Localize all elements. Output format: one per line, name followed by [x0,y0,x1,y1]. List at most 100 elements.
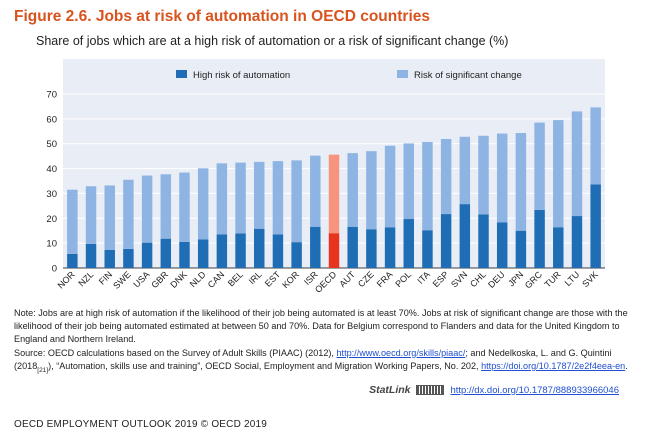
bar-significant-change-nld [197,168,209,240]
figure-note: Note: Jobs are at high risk of automatio… [14,307,644,377]
bar-high-risk-jpn [515,230,527,268]
bar-significant-change-cze [366,151,377,230]
bar-significant-change-usa [141,175,153,243]
y-tick-label: 60 [46,114,57,125]
bar-high-risk-ita [422,230,433,268]
bar-significant-change-can [216,163,228,235]
bars [67,107,601,268]
bar-high-risk-deu [496,222,508,268]
bar-significant-change-deu [496,133,508,223]
y-tick-label: 20 [46,214,57,225]
bar-high-risk-can [216,234,228,268]
y-tick-label: 50 [46,139,57,150]
x-tick-label: BEL [226,269,245,288]
bar-high-risk-ltu [571,216,583,268]
bar-high-risk-oecd [328,233,340,268]
bar-significant-change-dnk [179,172,190,242]
statlink-url[interactable]: http://dx.doi.org/10.1787/888933966046 [450,384,619,396]
x-tick-label: TUR [543,269,564,290]
bar-high-risk-est [272,234,284,268]
bar-significant-change-chl [478,135,489,215]
x-tick-label: ITA [415,269,432,286]
piaac-link[interactable]: http://www.oecd.org/skills/piaac/ [336,347,466,358]
x-tick-label: USA [131,269,151,289]
x-tick-label: KOR [280,269,301,290]
x-tick-label: FRA [375,269,395,289]
x-tick-label: CAN [206,269,227,290]
x-tick-label: EST [263,269,283,289]
statlink-row: StatLink http://dx.doi.org/10.1787/88893… [369,384,619,396]
statlink-barcode-icon [416,385,445,395]
x-tick-label: OECD [313,269,339,295]
bar-high-risk-nld [197,239,209,268]
legend-label-significant-change: Risk of significant change [414,70,522,81]
y-tick-label: 0 [52,264,57,275]
x-tick-label: GBR [149,269,170,290]
bar-significant-change-pol [403,143,414,220]
source-text: Source: OECD calculations based on the S… [14,347,644,377]
x-tick-label: SVK [580,269,600,289]
bar-high-risk-chl [478,214,489,268]
figure-title: Figure 2.6. Jobs at risk of automation i… [14,8,430,25]
bar-high-risk-irl [254,228,265,268]
bar-significant-change-fin [104,185,115,250]
bar-significant-change-gbr [160,174,172,239]
figure-subtitle: Share of jobs which are at a high risk o… [36,34,509,48]
bar-high-risk-kor [291,242,302,268]
bar-significant-change-irl [254,161,265,229]
x-tick-label: SWE [111,269,133,291]
bar-high-risk-gbr [160,238,172,268]
y-axis-ticks: 0 10 20 30 40 50 60 70 [46,90,57,275]
bar-significant-change-oecd [328,154,340,234]
page-footer: OECD EMPLOYMENT OUTLOOK 2019 © OECD 2019 [14,419,268,430]
y-tick-label: 40 [46,164,57,175]
source-mid: ; and Nedelkoska, L. and G. Quintini (20… [14,347,612,371]
bar-high-risk-cze [366,229,377,268]
x-tick-label: DNK [168,269,189,290]
bar-significant-change-ita [422,141,433,231]
stacked-bar-chart: 0 10 20 30 40 50 60 70 NOR NZL FINSWEUSAGBRDNKNLD… [46,59,605,295]
bar-significant-change-est [272,161,284,235]
bar-high-risk-fin [104,249,115,268]
bar-significant-change-esp [440,138,452,215]
x-tick-label: LTU [563,269,582,288]
x-tick-label: DEU [486,269,507,290]
bar-high-risk-aut [347,226,358,268]
legend-swatch-high-risk [176,70,187,78]
doi-link[interactable]: https://doi.org/10.1787/2e2f4eea-en [481,360,626,371]
bar-significant-change-swe [123,179,134,249]
bar-high-risk-swe [123,248,134,268]
bar-high-risk-usa [141,242,153,268]
bar-high-risk-tur [553,227,564,268]
x-tick-label: NLD [188,269,208,289]
bar-significant-change-fra [384,145,396,228]
legend-swatch-significant-change [397,70,408,78]
x-tick-label: IRL [247,269,264,286]
x-tick-label: SVN [449,269,469,289]
y-tick-label: 30 [46,189,57,200]
bar-significant-change-isr [310,155,321,227]
bar-high-risk-esp [440,214,452,268]
source-end: . [625,360,628,371]
bar-significant-change-svn [459,136,471,205]
legend: High risk of automation Risk of signific… [176,70,522,81]
legend-label-high-risk: High risk of automation [193,70,290,81]
bar-high-risk-isr [310,226,321,268]
bar-significant-change-aut [347,153,358,227]
bar-significant-change-ltu [571,111,583,217]
x-tick-label: CHL [468,269,488,289]
y-tick-label: 10 [46,239,57,250]
x-tick-label: ESP [431,269,451,289]
bar-significant-change-jpn [515,133,527,231]
bar-significant-change-nor [67,189,78,254]
source-prefix: Source: OECD calculations based on the S… [14,347,337,358]
bar-high-risk-bel [235,233,246,268]
bar-high-risk-svk [590,184,601,268]
note-text: Note: Jobs are at high risk of automatio… [14,308,628,345]
bar-high-risk-nor [67,253,78,268]
x-tick-label: NOR [56,269,78,291]
bar-high-risk-nzl [85,243,97,268]
bar-high-risk-pol [403,219,414,268]
y-tick-label: 70 [46,90,57,101]
